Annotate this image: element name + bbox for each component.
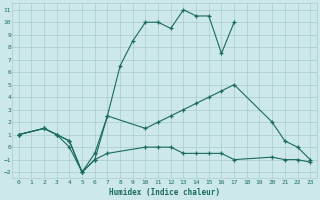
X-axis label: Humidex (Indice chaleur): Humidex (Indice chaleur) [109,188,220,197]
